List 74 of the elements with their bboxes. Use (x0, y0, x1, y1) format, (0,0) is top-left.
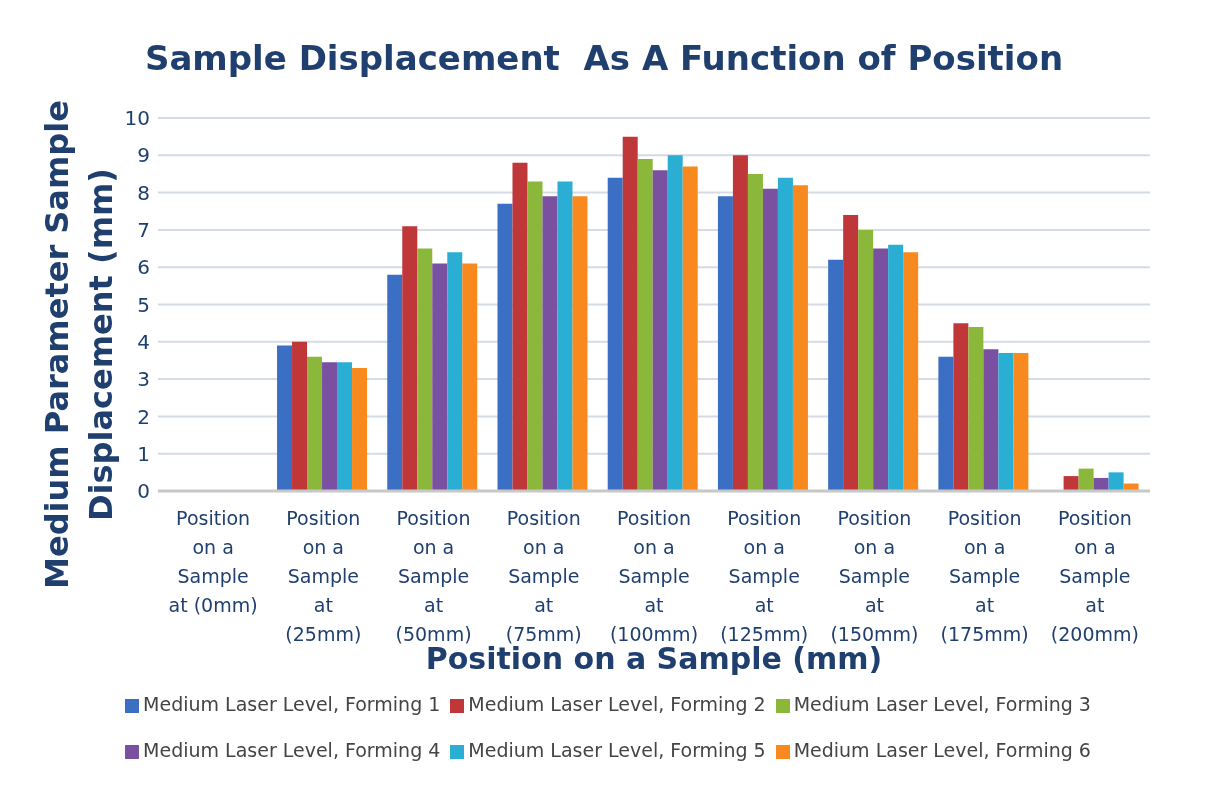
x-tick-label: Position on a Sample at (150mm) (830, 507, 919, 645)
y-tick-label: 10 (124, 106, 150, 131)
legend-label: Medium Laser Level, Forming 5 (468, 739, 766, 761)
bar (903, 252, 919, 491)
bar (968, 326, 984, 491)
bar (873, 248, 889, 491)
bar (747, 173, 763, 491)
bar (1108, 472, 1124, 491)
y-tick-label: 0 (137, 479, 150, 504)
x-tick-label: Position on a Sample at (25mm) (285, 507, 362, 645)
bar (828, 259, 844, 491)
bar (1063, 476, 1079, 491)
bar (792, 185, 808, 491)
bar (447, 252, 463, 491)
bar (512, 162, 528, 491)
bar (682, 166, 698, 491)
bar (762, 188, 778, 491)
x-tick-label: Position on a Sample at (50mm) (395, 507, 472, 645)
bar (953, 323, 969, 491)
y-tick-label: 8 (137, 180, 150, 205)
bar (888, 244, 904, 491)
y-tick-label: 1 (137, 441, 150, 466)
bar (1093, 477, 1109, 491)
x-tick-label: Position on a Sample at (125mm) (720, 507, 809, 645)
legend-label: Medium Laser Level, Forming 6 (793, 739, 1091, 761)
bar (542, 196, 558, 491)
bar (462, 263, 478, 491)
y-tick-label: 7 (137, 218, 150, 242)
y-tick-label: 6 (137, 255, 150, 280)
bar (432, 263, 448, 491)
bar (387, 274, 403, 491)
bar (777, 177, 793, 491)
bar (497, 203, 513, 491)
chart-title: Sample Displacement As A Function of Position (143, 37, 1065, 80)
bar (652, 170, 668, 491)
bar (277, 345, 293, 491)
x-tick-label: Position on a Sample at (0mm) (168, 507, 258, 616)
y-tick-label: 4 (137, 329, 150, 354)
legend-label: Medium Laser Level, Forming 4 (143, 739, 441, 761)
bar (322, 362, 338, 491)
bar (717, 196, 733, 491)
bar (557, 181, 573, 491)
x-tick-label: Position on a Sample at (175mm) (940, 507, 1029, 645)
bar (402, 226, 418, 491)
bar (572, 196, 588, 491)
bar (1078, 468, 1094, 491)
bar (732, 155, 748, 491)
y-tick-label: 9 (137, 143, 150, 168)
bar (667, 155, 683, 491)
legend-label: Medium Laser Level, Forming 3 (793, 693, 1091, 715)
bar (352, 367, 368, 491)
bar (843, 214, 859, 491)
bar (938, 356, 954, 491)
y-tick-label: 3 (137, 367, 150, 392)
bar (607, 177, 623, 491)
y-tick-label: 5 (137, 292, 150, 317)
x-tick-label: Position on a Sample at (75mm) (505, 507, 582, 645)
bar (337, 362, 353, 491)
bar (858, 229, 874, 491)
x-tick-label: Position on a Sample at (200mm) (1050, 507, 1139, 645)
x-tick-label: Position on a Sample at (100mm) (609, 507, 699, 645)
bar (292, 341, 308, 491)
y-tick-label: 2 (137, 404, 150, 429)
bar (527, 181, 543, 491)
bar (417, 248, 433, 491)
bar (998, 352, 1014, 491)
bar (622, 136, 638, 491)
legend-label: Medium Laser Level, Forming 2 (468, 693, 766, 715)
bar (1013, 352, 1029, 491)
bar (983, 349, 999, 491)
bar (637, 159, 653, 491)
y-axis-title: Medium Parameter Sample Displacement (mm) (38, 100, 120, 589)
legend-label: Medium Laser Level, Forming 1 (143, 693, 441, 715)
bar (307, 356, 323, 491)
